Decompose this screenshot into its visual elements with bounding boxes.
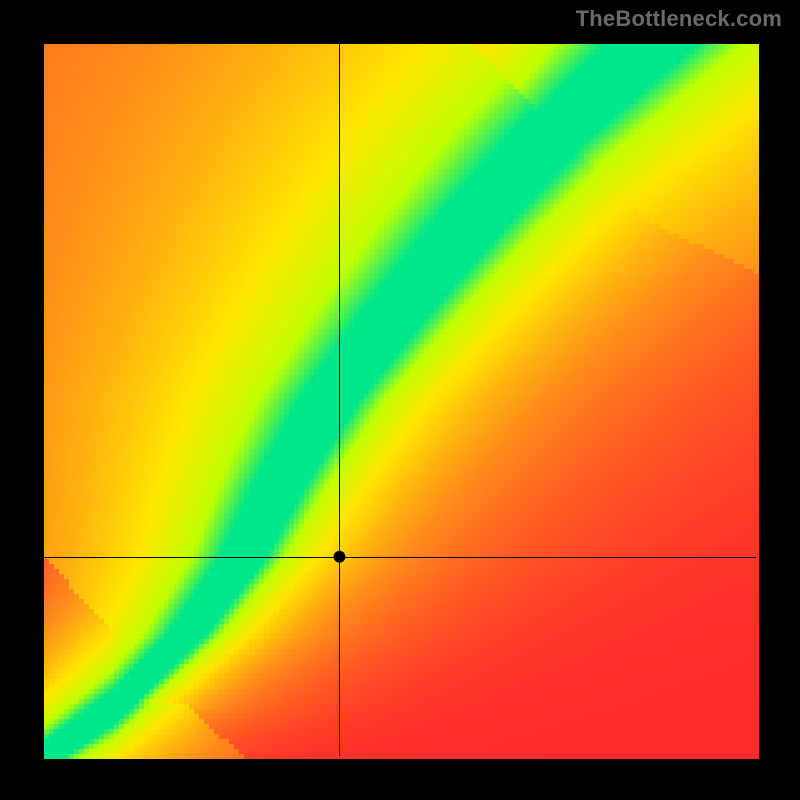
chart-container: TheBottleneck.com <box>0 0 800 800</box>
watermark-text: TheBottleneck.com <box>576 6 782 32</box>
bottleneck-heatmap <box>0 0 800 800</box>
